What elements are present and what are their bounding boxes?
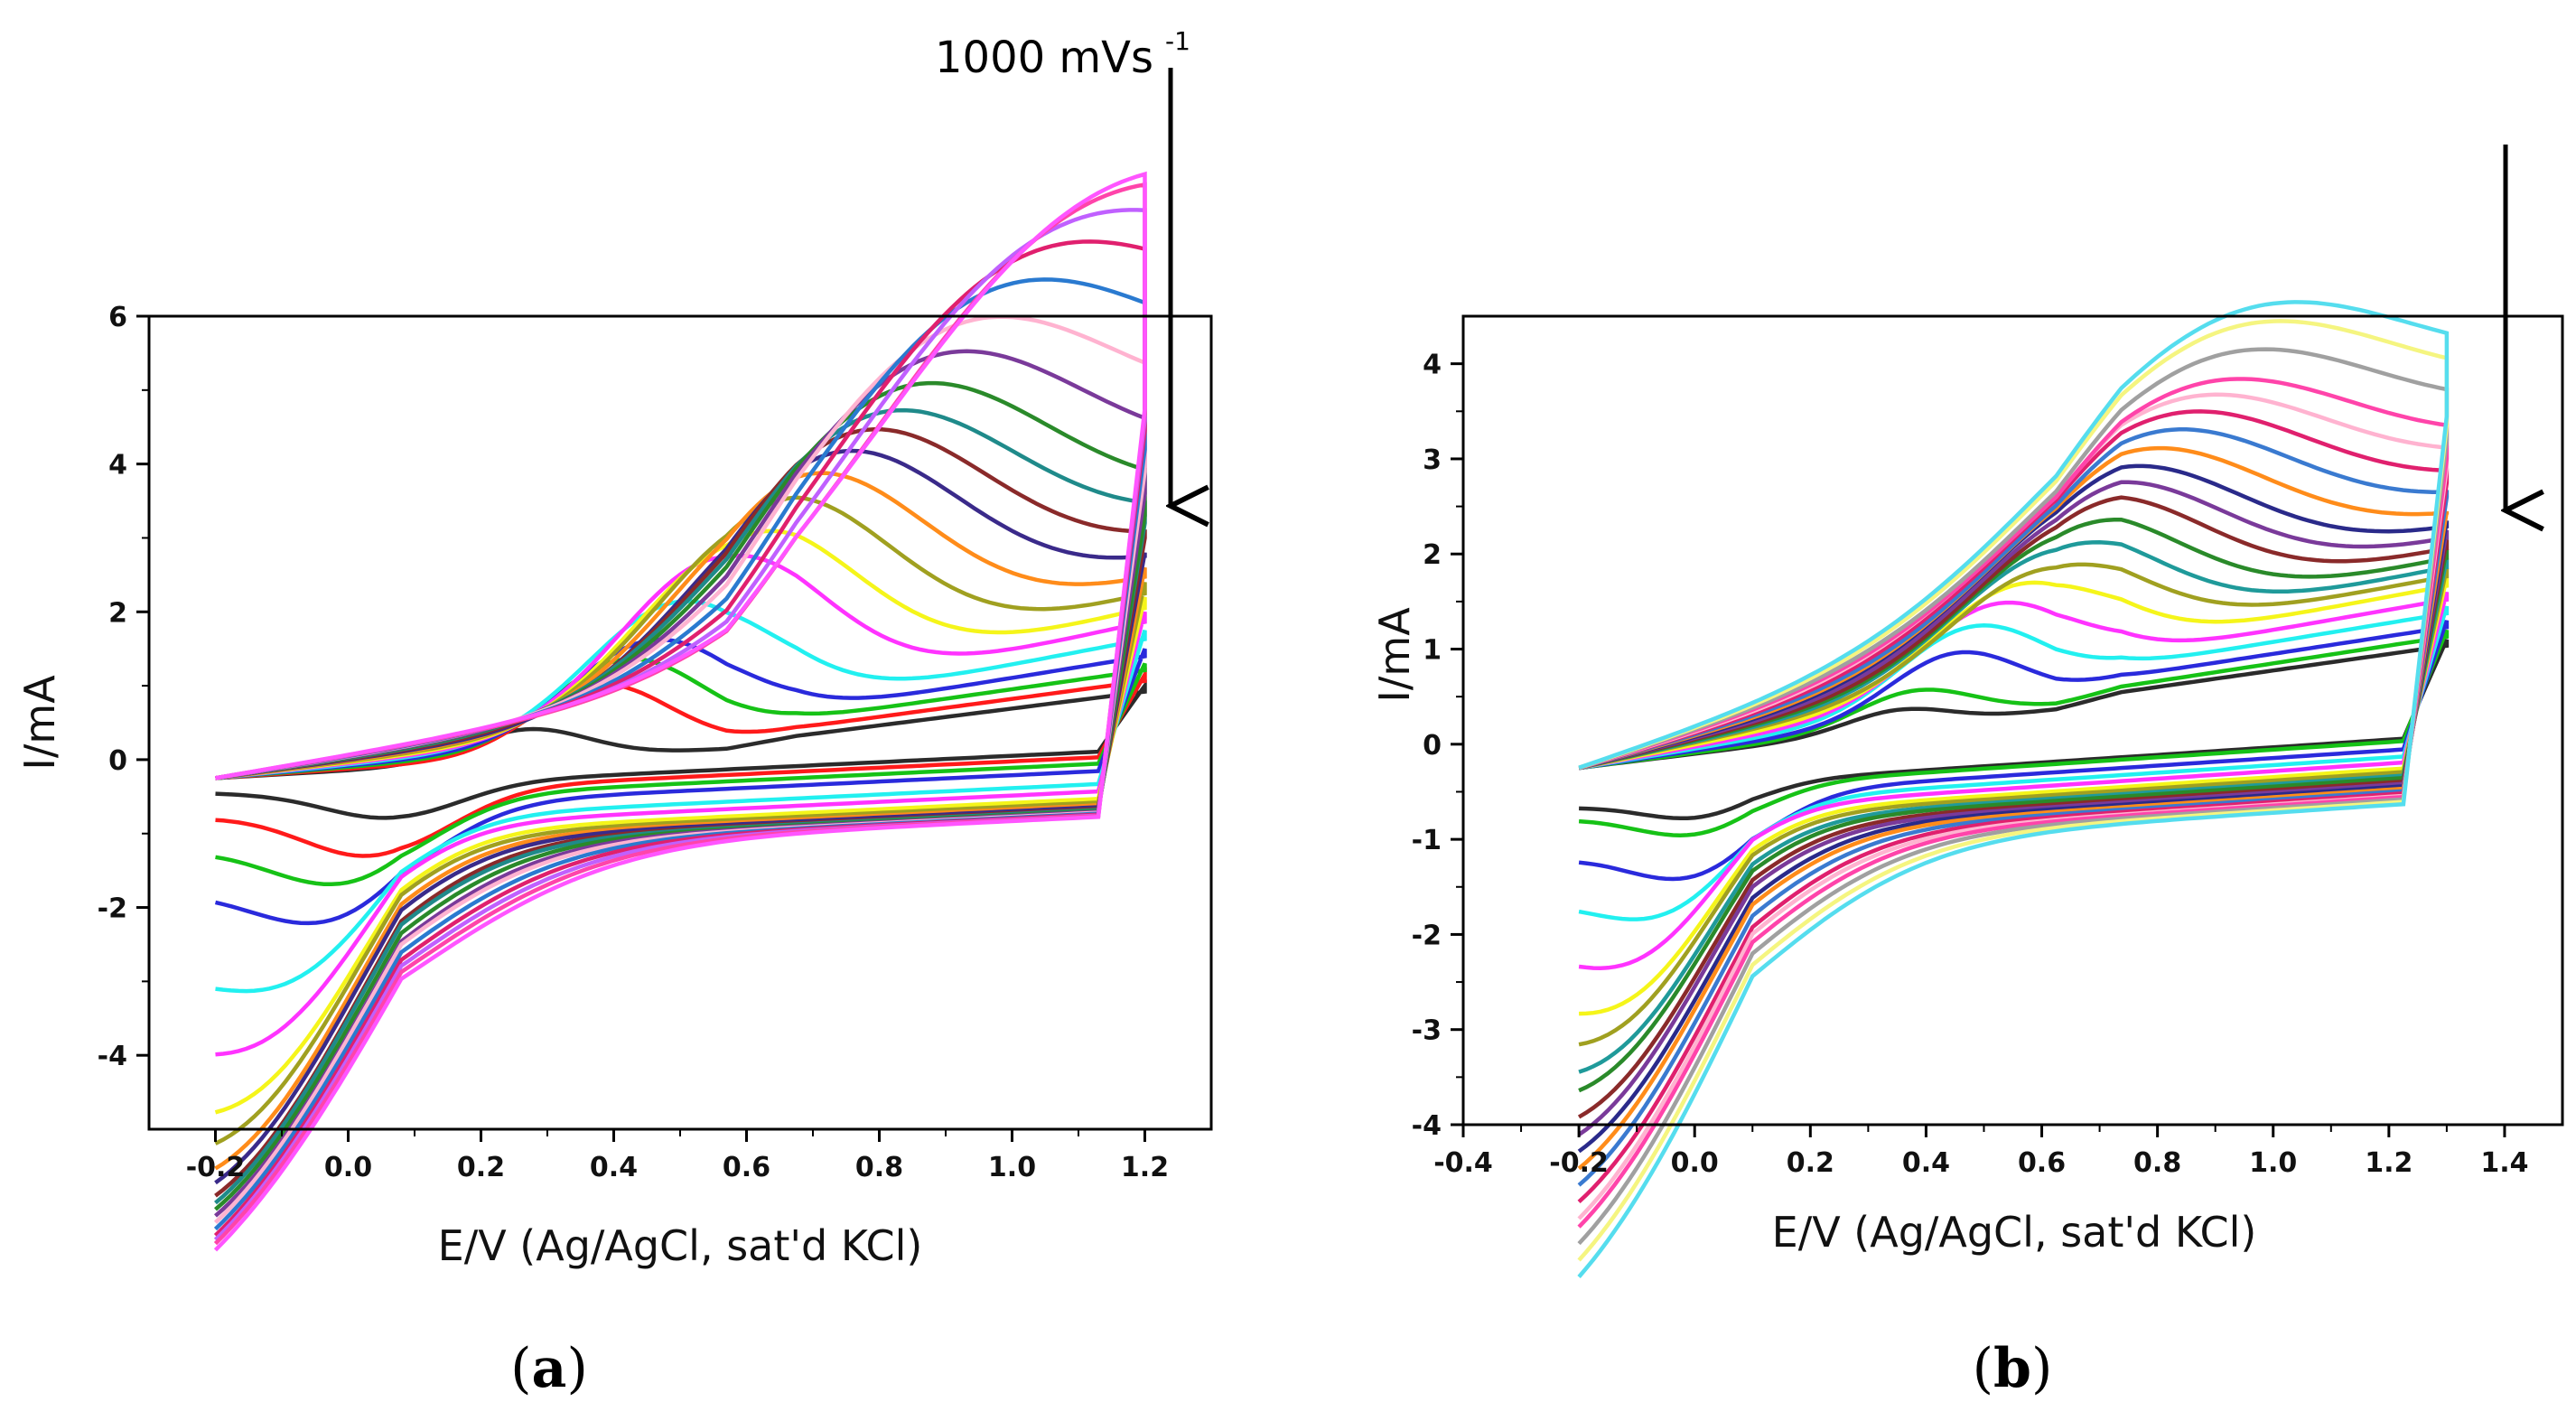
panel-b-x-tick-label: 0.8 <box>2133 1147 2181 1179</box>
panel-a-x-tick-label: 0.0 <box>324 1152 372 1183</box>
panel-b-x-axis-title: E/V (Ag/AgCl, sat'd KCl) <box>1772 1208 2257 1257</box>
panel-a-cv-curve-1 <box>215 679 1147 820</box>
panel-b-label: (b) <box>1973 1337 2053 1400</box>
panel-b-x-tick-label: -0.4 <box>1433 1147 1493 1179</box>
panel-b-y-tick-label: 4 <box>1423 350 1442 381</box>
panel-b-x-tick-label: 1.4 <box>2480 1147 2528 1179</box>
scan-rate-annotation-superscript: -1 <box>1165 26 1190 56</box>
panel-a-label-letter: a <box>532 1337 567 1400</box>
panel-a: -0.2 0.0 0.2 0.4 0.6 0.8 1.0 1.2 -4 -2 0 2 4 6 E/V (… <box>15 26 1213 1400</box>
panel-a-x-tick-label: 0.4 <box>590 1152 638 1183</box>
panel-a-x-tick-label: 0.8 <box>855 1152 903 1183</box>
panel-b-y-tick-label: 3 <box>1423 444 1442 476</box>
panel-a-y-tick-label: 0 <box>108 745 127 777</box>
panel-a-cv-curve-17 <box>213 239 1147 1238</box>
panel-a-x-tick-label: 1.2 <box>1121 1152 1169 1183</box>
panel-b-x-tick-label: 1.2 <box>2365 1147 2413 1179</box>
panel-a-cv-curve-18 <box>213 208 1147 1241</box>
panel-a-x-tick-label: 1.0 <box>988 1152 1036 1183</box>
panel-b-cv-curve-3 <box>1578 620 2450 882</box>
panel-a-cv-curve-20 <box>213 171 1147 1252</box>
panel-b-cv-curve-11 <box>1577 480 2450 1136</box>
panel-b-x-tick-label: 0.2 <box>1787 1147 1834 1179</box>
panel-a-label: (a) <box>510 1337 588 1400</box>
panel-a-y-tick-label: -2 <box>98 893 127 925</box>
panel-b-y-axis-title: I/mA <box>1370 607 1419 703</box>
panel-b-y-tick-label: -1 <box>1412 825 1442 856</box>
panel-b-y-ticks: -4 -3 -2 -1 0 1 2 3 4 <box>1412 350 1463 1142</box>
panel-b-x-tick-label: 0.0 <box>1671 1147 1719 1179</box>
panel-b-y-tick-label: -4 <box>1412 1110 1442 1142</box>
panel-b-x-tick-label: 1.0 <box>2249 1147 2297 1179</box>
panel-b: -0.4 -0.2 0.0 0.2 0.4 0.6 0.8 1.0 1.2 1.4 -4-3-2-… <box>1370 145 2564 1400</box>
panel-a-x-axis-title: E/V (Ag/AgCl, sat'd KCl) <box>438 1221 923 1270</box>
panel-b-curves <box>1577 300 2450 1278</box>
panel-a-y-ticks: -4 -2 0 2 4 6 <box>98 302 149 1072</box>
svg-text:(b): (b) <box>1973 1337 2053 1400</box>
panel-b-x-tick-label: -0.2 <box>1549 1147 1609 1179</box>
panel-a-plot-frame <box>147 314 1213 1131</box>
panel-b-cv-curve-10 <box>1577 495 2450 1119</box>
panel-b-cv-curve-2 <box>1578 629 2450 837</box>
panel-a-x-ticks: -0.2 0.0 0.2 0.4 0.6 0.8 1.0 1.2 <box>186 1129 1169 1183</box>
panel-b-cv-curve-1 <box>1578 639 2450 821</box>
panel-b-y-tick-label: 1 <box>1423 635 1442 667</box>
panel-b-y-tick-label: -2 <box>1412 920 1442 951</box>
scan-rate-annotation: 1000 mVs <box>935 33 1153 83</box>
panel-a-curves <box>213 171 1147 1252</box>
panel-b-cv-curve-7 <box>1578 562 2450 1047</box>
panel-b-x-tick-label: 0.6 <box>2018 1147 2066 1179</box>
panel-b-y-tick-label: 2 <box>1423 539 1442 571</box>
panel-b-y-tick-label: -3 <box>1412 1015 1442 1047</box>
panel-a-y-tick-label: 2 <box>108 597 127 629</box>
panel-a-x-tick-label: 0.2 <box>457 1152 505 1183</box>
panel-b-plot-frame <box>1461 314 2564 1127</box>
panel-a-y-tick-label: -4 <box>98 1041 127 1072</box>
svg-text:(a): (a) <box>510 1337 588 1400</box>
panel-b-x-ticks: -0.4 -0.2 0.0 0.2 0.4 0.6 0.8 1.0 1.2 1.4 <box>1433 1125 2529 1179</box>
panel-b-cv-curve-9 <box>1578 517 2450 1093</box>
panel-a-y-axis-title: I/mA <box>15 675 64 771</box>
panel-b-cv-curve-20 <box>1577 300 2450 1278</box>
panel-a-y-tick-label: 4 <box>108 450 127 481</box>
panel-a-x-tick-label: -0.2 <box>186 1152 246 1183</box>
panel-b-label-letter: b <box>1993 1337 2031 1400</box>
panel-a-y-tick-label: 6 <box>108 302 127 333</box>
panel-b-x-tick-label: 0.4 <box>1902 1147 1950 1179</box>
panel-b-y-tick-label: 0 <box>1423 730 1442 762</box>
panel-a-x-tick-label: 0.6 <box>723 1152 770 1183</box>
panel-b-cv-curve-8 <box>1578 540 2450 1074</box>
